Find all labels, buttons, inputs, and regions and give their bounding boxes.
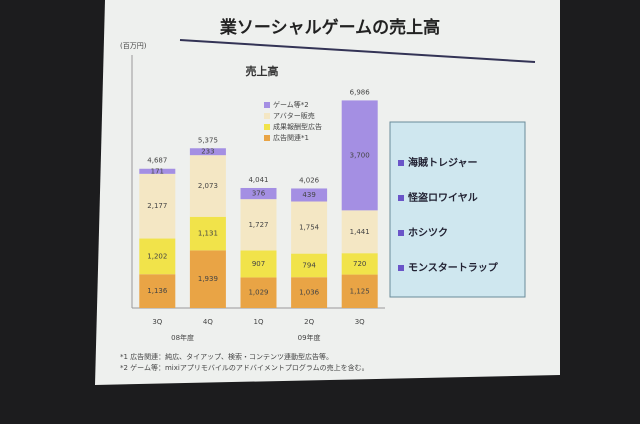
bar-segment <box>139 274 176 308</box>
value-label: 1,727 <box>248 221 268 229</box>
value-label: 720 <box>353 260 366 268</box>
bar-segment <box>341 100 378 211</box>
x-tick-label: 3Q <box>355 318 365 326</box>
value-label: 376 <box>252 190 266 198</box>
value-label: 1,202 <box>147 252 167 260</box>
total-label: 5,375 <box>198 136 218 144</box>
value-label: 1,029 <box>248 289 268 297</box>
bar-segment <box>189 148 226 156</box>
bar-segment <box>291 188 328 202</box>
legend-swatch <box>264 124 270 130</box>
bar-segment <box>291 277 328 308</box>
value-label: 1,125 <box>350 287 370 295</box>
total-label: 4,687 <box>147 157 167 165</box>
total-label: 4,026 <box>299 176 320 184</box>
unit: (百万円) <box>120 42 147 50</box>
panel-item: 怪盗ロワイヤル <box>408 191 478 204</box>
bar-segment <box>341 210 378 254</box>
bullet <box>398 195 404 201</box>
x-tick-label: 4Q <box>203 318 213 326</box>
legend-label: 広告関連*1 <box>273 133 309 142</box>
bar-segment <box>189 250 226 308</box>
value-label: 171 <box>151 167 164 175</box>
bar-segment <box>240 199 277 251</box>
slide-title: 業ソーシャルゲームの売上高 <box>220 17 440 38</box>
footnote: *2 ゲーム等：mixiアプリモバイルのアドバイメントプログラムの売上を含む。 <box>120 363 369 372</box>
title-rule <box>179 39 536 63</box>
value-label: 2,177 <box>147 202 167 210</box>
bar-segment <box>240 277 277 308</box>
value-label: 907 <box>252 260 265 268</box>
value-label: 1,036 <box>299 289 320 297</box>
panel-item: 海賊トレジャー <box>408 156 478 169</box>
legend-swatch <box>264 135 270 141</box>
bar-segment <box>189 216 226 251</box>
bullet <box>398 265 404 271</box>
group-label: 08年度 <box>171 333 194 342</box>
bar-segment <box>341 274 378 308</box>
value-label: 1,441 <box>350 228 370 236</box>
bullet <box>398 230 404 236</box>
panel-item: モンスタートラップ <box>408 261 499 274</box>
bar-segment <box>139 238 176 275</box>
bar-segment <box>139 173 176 239</box>
bullet <box>398 160 404 166</box>
bar-segment <box>240 250 277 278</box>
value-label: 1,754 <box>299 224 320 232</box>
titles-panel <box>389 121 526 298</box>
x-tick-label: 1Q <box>254 318 264 326</box>
legend-swatch <box>264 102 270 108</box>
total-label: 6,986 <box>350 88 371 96</box>
value-label: 233 <box>201 148 214 156</box>
value-label: 1,939 <box>198 275 218 283</box>
chart-title: 売上高 <box>246 64 279 78</box>
x-tick-label: 3Q <box>152 318 162 326</box>
group-label: 09年度 <box>298 333 321 342</box>
value-label: 794 <box>302 261 316 269</box>
footnote: *1 広告関連：純広、タイアップ、検索・コンテンツ連動型広告等。 <box>120 352 333 361</box>
value-label: 2,073 <box>198 182 218 190</box>
value-label: 1,131 <box>198 230 218 238</box>
bar-segment <box>139 168 176 174</box>
bar-segment <box>291 201 328 254</box>
legend-swatch <box>264 113 270 119</box>
bar-segment <box>189 155 226 217</box>
x-tick-label: 2Q <box>304 318 314 326</box>
legend-label: アバター販売 <box>273 111 315 120</box>
bar-segment <box>291 253 328 278</box>
panel-item: ホシツク <box>408 227 448 239</box>
value-label: 439 <box>302 191 315 199</box>
value-label: 1,136 <box>147 287 168 295</box>
legend-label: ゲーム等*2 <box>273 100 309 109</box>
bar-segment <box>240 187 277 200</box>
legend-label: 成果報酬型広告 <box>273 122 322 131</box>
value-label: 3,700 <box>350 151 370 159</box>
bar-segment <box>341 253 378 275</box>
total-label: 4,041 <box>248 176 268 184</box>
